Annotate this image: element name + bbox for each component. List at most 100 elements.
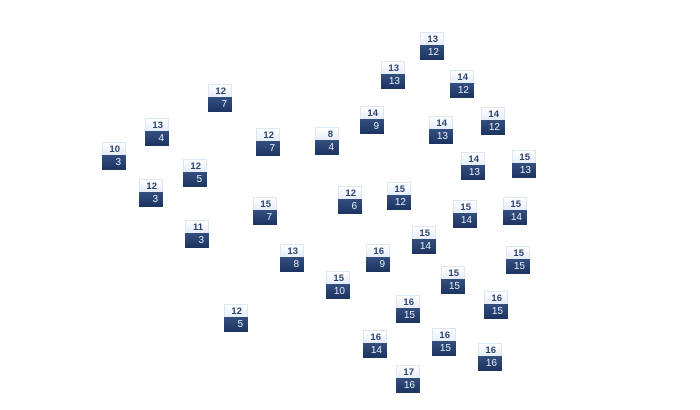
node[interactable]: 14 13 — [461, 152, 485, 180]
node[interactable]: 14 12 — [450, 70, 474, 98]
node[interactable]: 12 3 — [139, 179, 163, 207]
node[interactable]: 13 12 — [420, 32, 444, 60]
node[interactable]: 14 12 — [481, 107, 505, 135]
node[interactable]: 15 13 — [512, 150, 536, 178]
node-bottom-value: 15 — [441, 279, 465, 294]
node-top-value: 14 — [360, 106, 384, 119]
node-top-value: 15 — [441, 266, 465, 279]
node-top-value: 16 — [432, 328, 456, 341]
node-bottom-value: 13 — [461, 165, 485, 180]
node[interactable]: 12 7 — [208, 84, 232, 112]
node[interactable]: 12 5 — [224, 304, 248, 332]
node[interactable]: 14 9 — [360, 106, 384, 134]
node-top-value: 12 — [139, 179, 163, 192]
node[interactable]: 16 14 — [363, 330, 387, 358]
node-bottom-value: 4 — [145, 131, 169, 146]
node-bottom-value: 14 — [453, 213, 477, 228]
node[interactable]: 12 5 — [183, 159, 207, 187]
node-bottom-value: 9 — [360, 119, 384, 134]
node[interactable]: 16 15 — [432, 328, 456, 356]
node-bottom-value: 16 — [396, 378, 420, 393]
node-bottom-value: 12 — [420, 45, 444, 60]
node-top-value: 12 — [208, 84, 232, 97]
node-bottom-value: 14 — [412, 239, 436, 254]
node[interactable]: 15 15 — [441, 266, 465, 294]
node-top-value: 16 — [363, 330, 387, 343]
node[interactable]: 10 3 — [102, 142, 126, 170]
node-bottom-value: 6 — [338, 199, 362, 214]
node[interactable]: 15 15 — [506, 246, 530, 274]
node-bottom-value: 15 — [432, 341, 456, 356]
node-top-value: 16 — [396, 295, 420, 308]
node[interactable]: 13 8 — [280, 244, 304, 272]
node-bottom-value: 16 — [478, 356, 502, 371]
node[interactable]: 15 12 — [387, 182, 411, 210]
node[interactable]: 14 13 — [429, 116, 453, 144]
node-top-value: 13 — [420, 32, 444, 45]
node[interactable]: 15 14 — [503, 197, 527, 225]
node-bottom-value: 15 — [484, 304, 508, 319]
node[interactable]: 11 3 — [185, 220, 209, 248]
node[interactable]: 15 10 — [326, 271, 350, 299]
node-bottom-value: 3 — [102, 155, 126, 170]
node[interactable]: 12 6 — [338, 186, 362, 214]
node-bottom-value: 8 — [280, 257, 304, 272]
node-top-value: 15 — [253, 197, 277, 210]
node-top-value: 14 — [429, 116, 453, 129]
node-top-value: 12 — [183, 159, 207, 172]
node-bottom-value: 4 — [315, 140, 339, 155]
node[interactable]: 17 16 — [396, 365, 420, 393]
node-bottom-value: 5 — [183, 172, 207, 187]
node-top-value: 12 — [256, 128, 280, 141]
node-bottom-value: 7 — [208, 97, 232, 112]
node-bottom-value: 15 — [396, 308, 420, 323]
node-top-value: 8 — [315, 127, 339, 140]
node-bottom-value: 13 — [381, 74, 405, 89]
node-top-value: 15 — [326, 271, 350, 284]
node[interactable]: 16 15 — [484, 291, 508, 319]
node[interactable]: 15 7 — [253, 197, 277, 225]
node-bottom-value: 10 — [326, 284, 350, 299]
node[interactable]: 15 14 — [453, 200, 477, 228]
node[interactable]: 16 15 — [396, 295, 420, 323]
node[interactable]: 16 16 — [478, 343, 502, 371]
node-top-value: 10 — [102, 142, 126, 155]
node-top-value: 15 — [453, 200, 477, 213]
node[interactable]: 13 13 — [381, 61, 405, 89]
node-bottom-value: 3 — [139, 192, 163, 207]
node-bottom-value: 14 — [503, 210, 527, 225]
node[interactable]: 15 14 — [412, 226, 436, 254]
node[interactable]: 12 7 — [256, 128, 280, 156]
node-top-value: 15 — [506, 246, 530, 259]
node-top-value: 14 — [461, 152, 485, 165]
node-top-value: 14 — [481, 107, 505, 120]
node-bottom-value: 14 — [363, 343, 387, 358]
node[interactable]: 16 9 — [366, 244, 390, 272]
node-top-value: 13 — [145, 118, 169, 131]
node-bottom-value: 5 — [224, 317, 248, 332]
node-top-value: 17 — [396, 365, 420, 378]
node-top-value: 12 — [224, 304, 248, 317]
node-top-value: 13 — [280, 244, 304, 257]
node-top-value: 16 — [484, 291, 508, 304]
node-top-value: 11 — [185, 220, 209, 233]
node-top-value: 14 — [450, 70, 474, 83]
node-top-value: 16 — [366, 244, 390, 257]
node-bottom-value: 12 — [387, 195, 411, 210]
node-bottom-value: 3 — [185, 233, 209, 248]
node-bottom-value: 13 — [429, 129, 453, 144]
node-top-value: 15 — [503, 197, 527, 210]
node-bottom-value: 12 — [450, 83, 474, 98]
node-bottom-value: 7 — [253, 210, 277, 225]
node-top-value: 16 — [478, 343, 502, 356]
node-top-value: 15 — [412, 226, 436, 239]
node-bottom-value: 12 — [481, 120, 505, 135]
node-top-value: 15 — [512, 150, 536, 163]
node-top-value: 12 — [338, 186, 362, 199]
node[interactable]: 13 4 — [145, 118, 169, 146]
node-bottom-value: 13 — [512, 163, 536, 178]
node-top-value: 15 — [387, 182, 411, 195]
node-bottom-value: 7 — [256, 141, 280, 156]
node-top-value: 13 — [381, 61, 405, 74]
